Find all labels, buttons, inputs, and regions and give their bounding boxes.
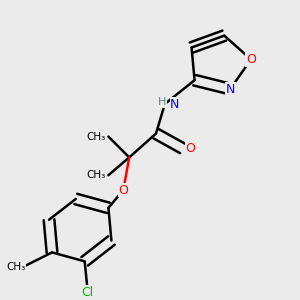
Text: Cl: Cl (82, 286, 94, 299)
Text: O: O (118, 184, 128, 196)
Text: O: O (246, 53, 256, 66)
Text: N: N (226, 82, 235, 96)
Text: CH₃: CH₃ (6, 262, 25, 272)
Text: H: H (158, 98, 166, 107)
Text: O: O (186, 142, 196, 155)
Text: CH₃: CH₃ (86, 132, 106, 142)
Text: N: N (170, 98, 180, 111)
Text: CH₃: CH₃ (86, 170, 106, 180)
